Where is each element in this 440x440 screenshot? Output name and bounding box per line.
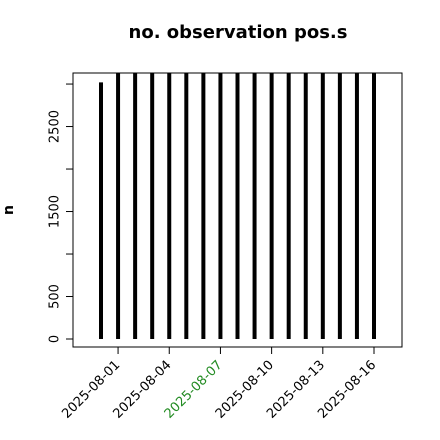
bars: [99, 73, 376, 340]
y-tick-label: 1500: [48, 195, 63, 228]
y-tick-label: 2500: [48, 110, 63, 143]
chart-title: no. observation pos.s: [129, 22, 348, 43]
y-tick-label: 500: [48, 284, 63, 309]
y-tick-label: 0: [48, 335, 63, 343]
y-axis-label: n: [1, 205, 17, 215]
